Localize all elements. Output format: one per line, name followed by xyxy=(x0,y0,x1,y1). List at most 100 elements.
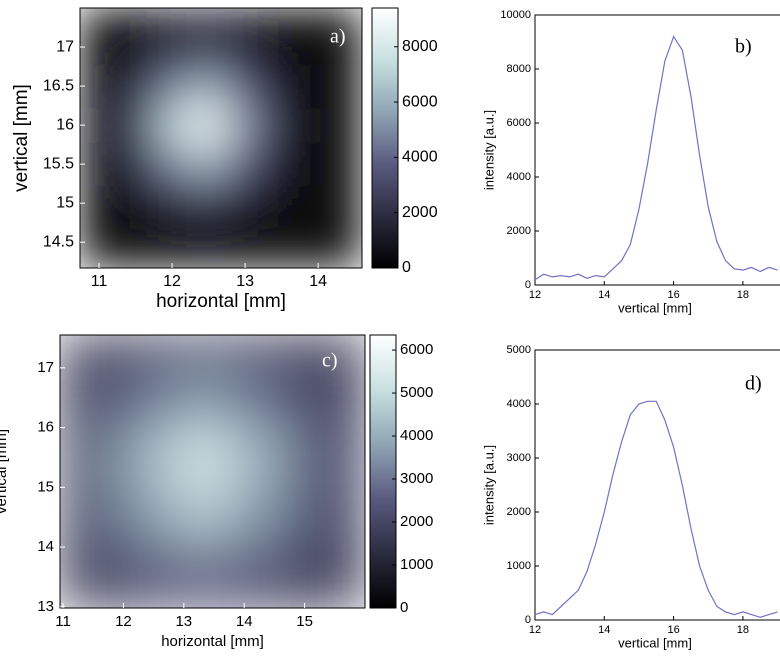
y-tick-label: 14 xyxy=(37,538,54,555)
heatmap-cell xyxy=(226,222,264,269)
heatmap-cell xyxy=(226,144,264,185)
y-tick-label: 16 xyxy=(37,419,54,436)
heatmap-cell xyxy=(117,222,155,269)
y-tick-label: 6000 xyxy=(507,117,531,129)
y-tick-label: 17 xyxy=(56,38,74,55)
heatmap-cell xyxy=(171,335,233,369)
heatmap-cell xyxy=(263,144,301,185)
heatmap-cell xyxy=(153,66,191,107)
heatmap-cell xyxy=(80,183,118,224)
heatmap-cell xyxy=(80,222,118,269)
heatmap-cell xyxy=(190,183,228,224)
x-tick-label: 14 xyxy=(309,273,327,290)
heatmap-cell xyxy=(292,335,366,369)
x-axis-label: vertical [mm] xyxy=(618,635,692,650)
colorbar-tick-label: 0 xyxy=(402,259,411,276)
y-tick-label: 3000 xyxy=(507,452,531,464)
heatmap-cell xyxy=(263,183,301,224)
x-tick-label: 13 xyxy=(236,273,254,290)
heatmap-image xyxy=(60,335,366,609)
heatmap-cell xyxy=(299,144,363,185)
heatmap-cell xyxy=(232,367,294,429)
heatmap-cell xyxy=(60,547,112,609)
colorbar-tick-label: 8000 xyxy=(402,38,438,55)
x-tick-label: 16 xyxy=(667,624,679,636)
y-tick-label: 0 xyxy=(525,614,531,626)
y-axis-label: vertical [mm] xyxy=(11,84,32,192)
y-tick-label: 2000 xyxy=(507,225,531,237)
y-axis-label: intensity [a.u.] xyxy=(481,445,496,525)
y-tick-label: 10000 xyxy=(500,9,531,21)
heatmap-cell xyxy=(292,547,366,609)
y-tick-label: 14.5 xyxy=(43,233,74,250)
heatmap-cell xyxy=(226,8,264,68)
y-tick-label: 16.5 xyxy=(43,77,74,94)
x-tick-label: 11 xyxy=(55,613,71,630)
x-tick-label: 11 xyxy=(91,273,108,290)
heatmap-cell xyxy=(263,8,301,68)
colorbar-tick-label: 4000 xyxy=(400,427,433,444)
heatmap-cell xyxy=(153,105,191,146)
heatmap-cell xyxy=(226,105,264,146)
colorbar-tick-label: 1000 xyxy=(400,556,433,573)
heatmap-cell xyxy=(117,105,155,146)
heatmap-cell xyxy=(190,222,228,269)
colorbar-tick-label: 3000 xyxy=(400,470,433,487)
x-tick-label: 15 xyxy=(296,613,313,630)
panel-annotation: c) xyxy=(322,350,338,372)
plot-frame xyxy=(59,334,366,609)
heatmap-cell xyxy=(111,487,173,548)
heatmap-cell xyxy=(117,183,155,224)
heatmap-cell xyxy=(80,144,118,185)
y-tick-label: 17 xyxy=(37,359,54,376)
heatmap-cell xyxy=(60,335,112,369)
heatmap-cell xyxy=(80,66,118,107)
heatmap-cell xyxy=(117,8,155,68)
y-tick-label: 15 xyxy=(37,478,54,495)
heatmap-cell xyxy=(226,183,264,224)
x-tick-label: 16 xyxy=(667,289,679,301)
y-tick-label: 2000 xyxy=(507,506,531,518)
heatmap-cell xyxy=(232,487,294,548)
heatmap-cell xyxy=(60,427,112,488)
heatmap-cell xyxy=(111,427,173,488)
heatmap-cell xyxy=(80,8,118,68)
panel-annotation: a) xyxy=(330,26,346,48)
x-axis-label: horizontal [mm] xyxy=(161,633,264,650)
y-tick-label: 16 xyxy=(56,116,74,133)
x-tick-label: 12 xyxy=(163,273,181,290)
x-tick-label: 12 xyxy=(115,613,132,630)
y-tick-label: 4000 xyxy=(507,398,531,410)
heatmap-cell xyxy=(153,8,191,68)
heatmap-cell xyxy=(190,144,228,185)
heatmap-cell xyxy=(299,66,363,107)
heatmap-cell xyxy=(60,367,112,429)
heatmap-cell xyxy=(263,222,301,269)
panel-annotation: b) xyxy=(735,36,752,58)
heatmap-cell xyxy=(292,427,366,488)
colorbar-tick-label: 4000 xyxy=(402,149,438,166)
heatmap-cell xyxy=(299,222,363,269)
heatmap-cell xyxy=(226,66,264,107)
y-axis-label: intensity [a.u.] xyxy=(481,110,496,190)
y-tick-label: 5000 xyxy=(507,344,531,356)
colorbar xyxy=(371,7,399,269)
x-tick-label: 18 xyxy=(737,624,749,636)
heatmap-cell xyxy=(232,335,294,369)
x-tick-label: 18 xyxy=(737,289,749,301)
heatmap-cell xyxy=(232,547,294,609)
y-tick-label: 15 xyxy=(56,194,74,211)
x-tick-label: 13 xyxy=(175,613,192,630)
heatmap-cell xyxy=(111,335,173,369)
panel-annotation: d) xyxy=(745,373,762,395)
x-axis-label: horizontal [mm] xyxy=(156,291,286,312)
heatmap-cell xyxy=(190,8,228,68)
heatmap-cell xyxy=(171,487,233,548)
y-axis-label: vertical [mm] xyxy=(0,429,10,514)
heatmap-cell xyxy=(299,105,363,146)
x-tick-label: 14 xyxy=(236,613,253,630)
heatmap-cell xyxy=(299,8,363,68)
y-tick-label: 0 xyxy=(525,279,531,291)
colorbar-tick-label: 2000 xyxy=(400,513,433,530)
heatmap-cell xyxy=(292,367,366,429)
